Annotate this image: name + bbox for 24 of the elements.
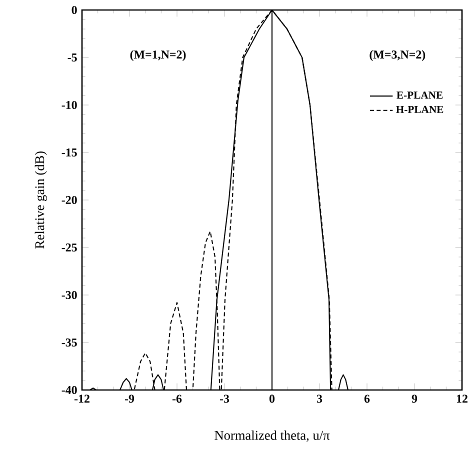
y-tick-label: -40 bbox=[62, 386, 77, 394]
x-tick-label: -9 bbox=[124, 394, 134, 403]
x-tick-label: 3 bbox=[316, 394, 322, 403]
y-tick-label: -10 bbox=[62, 100, 77, 110]
x-tick-label: -12 bbox=[74, 394, 90, 403]
y-tick-label: -5 bbox=[68, 54, 77, 62]
y-axis-title: Relative gain (dB) bbox=[34, 152, 47, 249]
x-tick-label: 12 bbox=[456, 394, 468, 403]
x-axis-title: Normalized theta, u/π bbox=[214, 430, 330, 442]
y-tick-label: 0 bbox=[72, 6, 77, 14]
y-tick-label: -20 bbox=[62, 196, 77, 204]
y-tick-label: -25 bbox=[62, 243, 77, 252]
x-tick-label: -6 bbox=[172, 394, 182, 403]
annotation: (M=1,N=2) bbox=[130, 50, 186, 62]
x-tick-label: 0 bbox=[269, 394, 275, 403]
legend-label: E-PLANE bbox=[396, 92, 443, 99]
y-tick-label: -30 bbox=[62, 290, 77, 300]
x-tick-label: 9 bbox=[412, 394, 418, 403]
x-tick-label: 6 bbox=[364, 394, 370, 403]
y-tick-label: -15 bbox=[62, 148, 77, 157]
annotation: (M=3,N=2) bbox=[370, 50, 426, 62]
legend-label: H-PLANE bbox=[396, 106, 444, 113]
y-tick-label: -35 bbox=[62, 338, 77, 347]
x-tick-label: -3 bbox=[220, 394, 230, 403]
